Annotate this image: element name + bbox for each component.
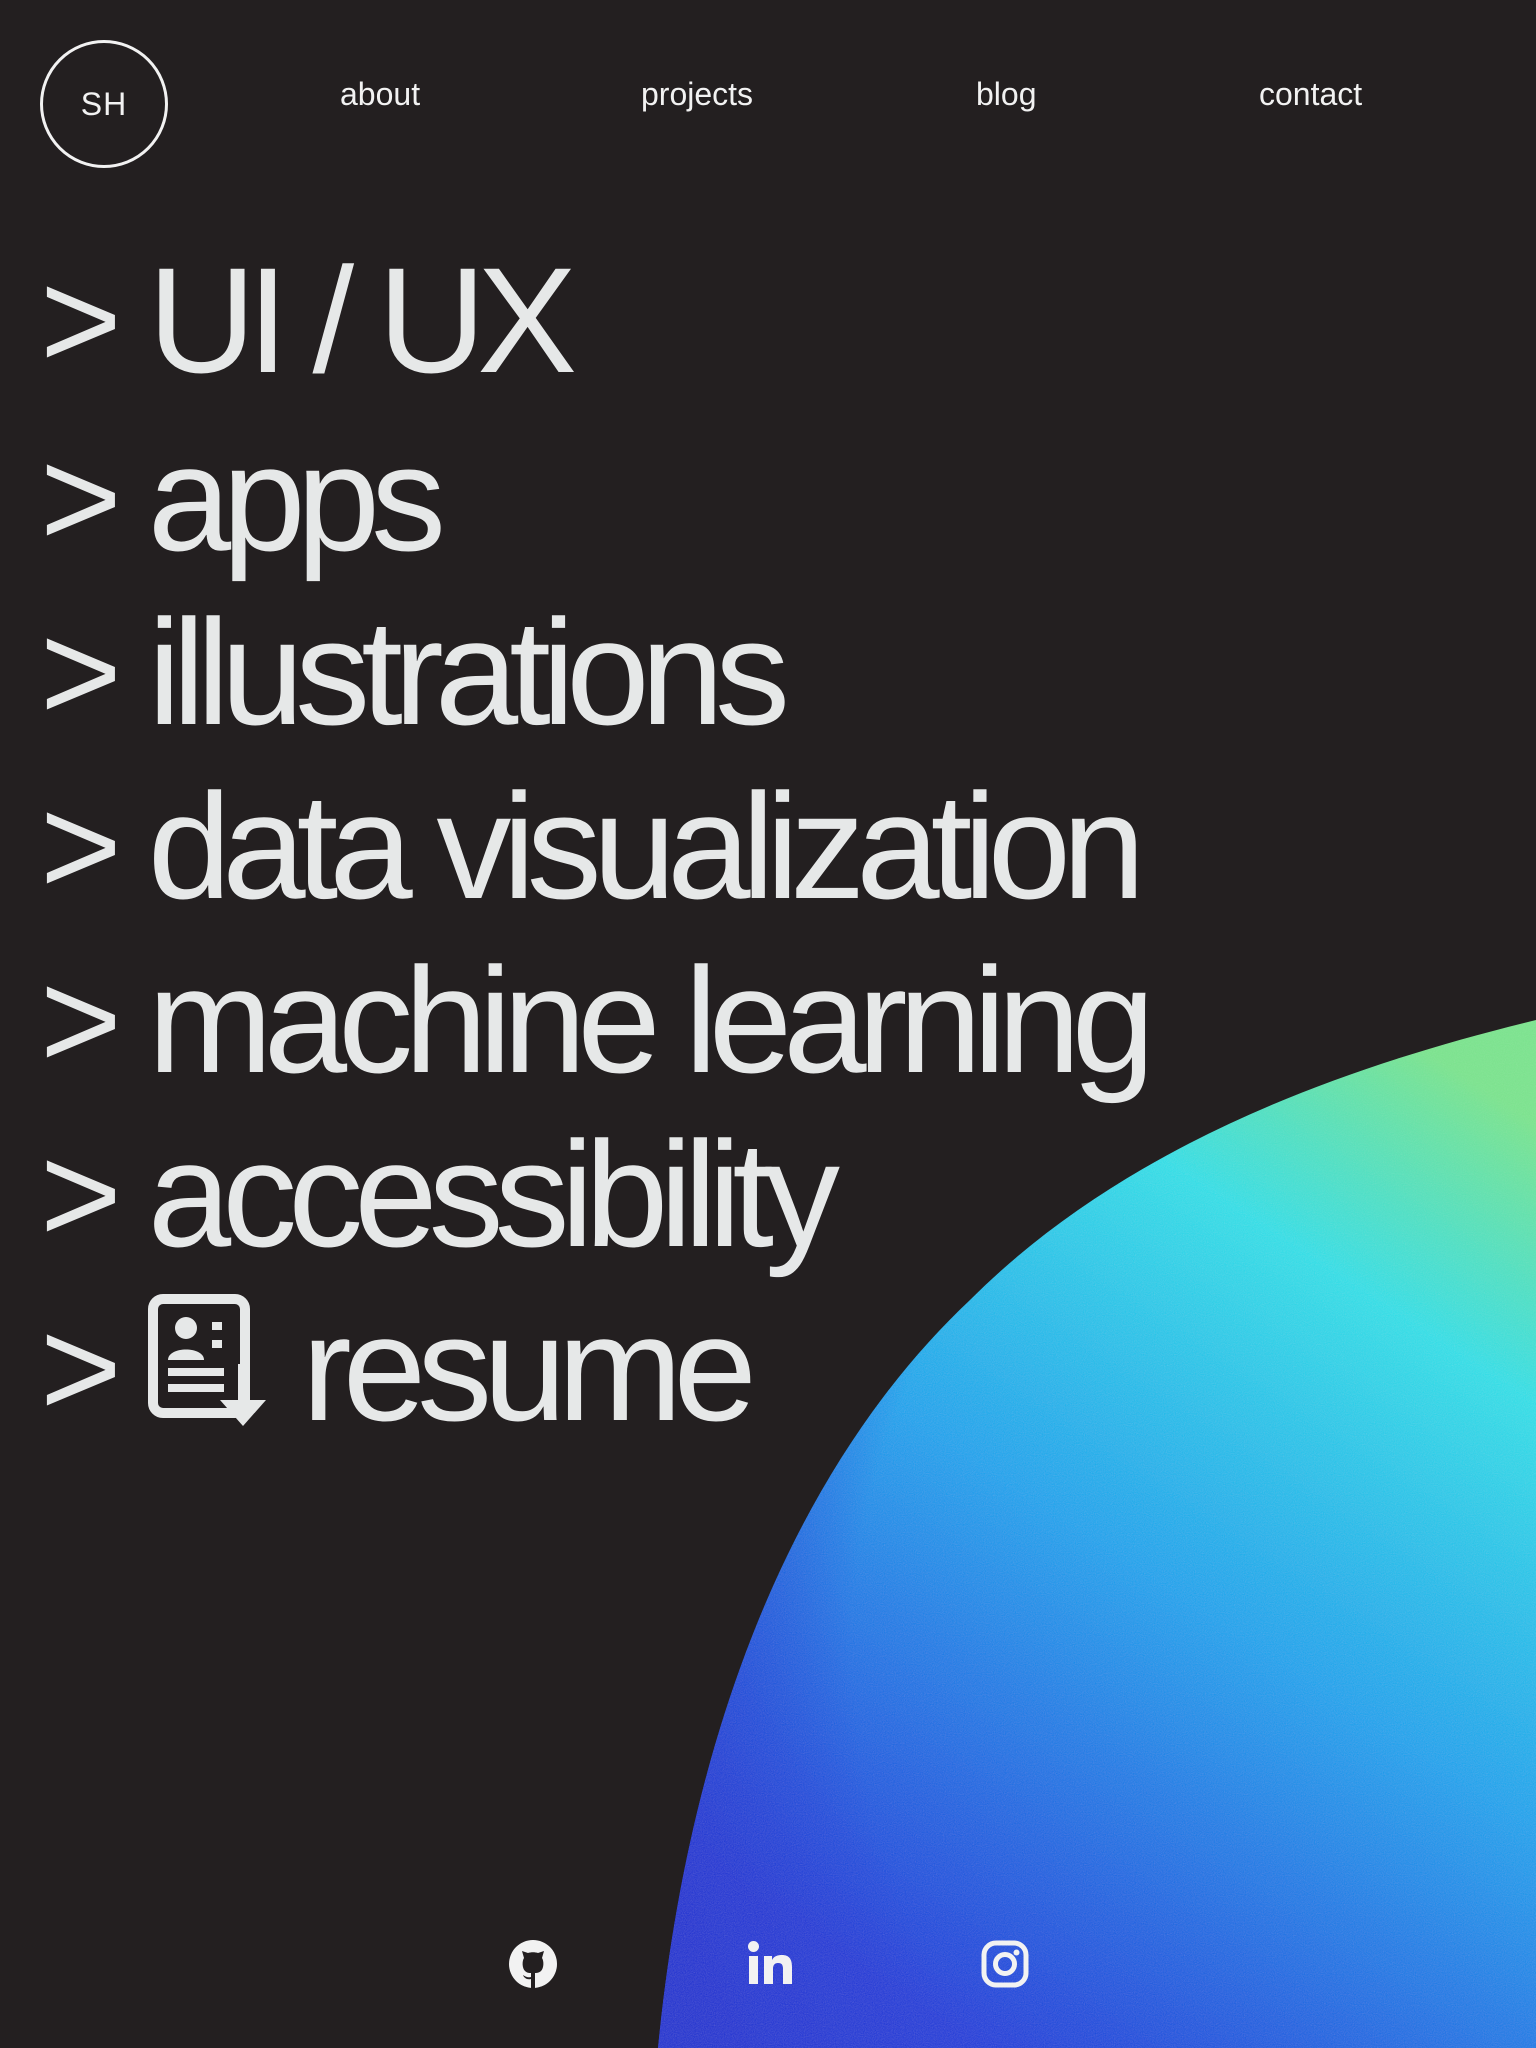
caret-icon: > [40, 1289, 122, 1446]
instagram-link[interactable] [979, 1938, 1031, 1990]
caret-icon: > [40, 1115, 122, 1272]
menu-item-label: machine learning [147, 936, 1155, 1104]
menu-item-label: data visualization [147, 762, 1146, 930]
nav-link-projects[interactable]: projects [641, 76, 754, 112]
menu-item-resume[interactable]: > resume [40, 1284, 757, 1452]
linkedin-link[interactable] [745, 1938, 797, 1990]
caret-icon: > [40, 941, 122, 1098]
github-icon [509, 1940, 557, 1988]
menu-item-data-visualization[interactable]: > data visualization [40, 762, 1146, 930]
menu-item-illustrations[interactable]: > illustrations [40, 588, 790, 756]
caret-icon: > [40, 767, 122, 924]
instagram-icon [981, 1940, 1029, 1988]
logo-button[interactable]: SH [40, 40, 168, 168]
nav-link-blog[interactable]: blog [976, 76, 1037, 112]
main-nav: about projects blog contact [0, 76, 1536, 120]
menu-item-accessibility[interactable]: > accessibility [40, 1110, 840, 1278]
menu-item-label: UI / UX [147, 236, 577, 404]
github-link[interactable] [507, 1938, 559, 1990]
menu-item-ui-ux[interactable]: > UI / UX [40, 236, 577, 404]
resume-download-icon [147, 1294, 266, 1426]
menu-item-label: accessibility [147, 1110, 840, 1278]
menu-item-machine-learning[interactable]: > machine learning [40, 936, 1155, 1104]
menu-item-label: apps [147, 414, 446, 582]
nav-link-contact[interactable]: contact [1259, 76, 1363, 112]
caret-icon: > [40, 241, 122, 398]
caret-icon: > [40, 419, 122, 576]
social-links [0, 1938, 1536, 1998]
nav-link-about[interactable]: about [340, 76, 421, 112]
menu-item-apps[interactable]: > apps [40, 414, 446, 582]
caret-icon: > [40, 593, 122, 750]
logo-text: SH [80, 85, 128, 122]
site-header: SH about projects blog contact [0, 0, 1536, 200]
linkedin-icon [748, 1941, 792, 1984]
menu-item-label: resume [301, 1284, 757, 1452]
menu-item-label: illustrations [147, 588, 790, 756]
